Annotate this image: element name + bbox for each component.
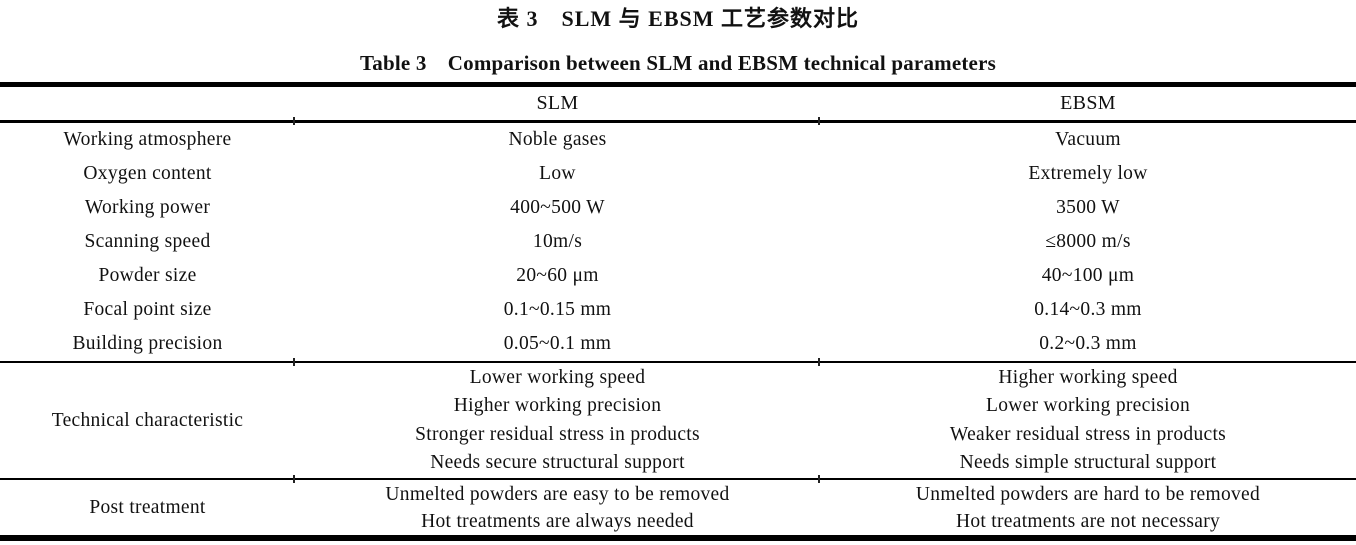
- slm-line: Lower working speed: [469, 366, 646, 388]
- slm-line: Stronger residual stress in products: [415, 423, 700, 445]
- slm-line: Higher working precision: [453, 395, 662, 416]
- header-slm: SLM: [536, 92, 579, 114]
- column-separator-tick: [293, 117, 295, 125]
- table-rule-mid-2: [0, 475, 1356, 483]
- slm-value: Lower working speed Higher working preci…: [295, 364, 820, 478]
- ebsm-value: Extremely low: [1028, 163, 1148, 184]
- slm-line: Needs secure structural support: [430, 452, 685, 473]
- row-label: Post treatment: [89, 496, 206, 518]
- slm-value: 0.05~0.1 mm: [503, 333, 612, 354]
- slm-line: Hot treatments are always needed: [421, 510, 694, 532]
- ebsm-value: ≤8000 m/s: [1045, 231, 1131, 252]
- row-label: Working power: [84, 197, 211, 218]
- table-row: Working power 400~500 W 3500 W: [0, 191, 1356, 225]
- slm-value: Noble gases: [508, 129, 607, 150]
- column-separator-tick: [293, 475, 295, 483]
- row-label: Scanning speed: [84, 231, 211, 252]
- ebsm-line: Weaker residual stress in products: [949, 423, 1227, 445]
- row-label: Working atmosphere: [63, 129, 232, 150]
- table-row: Building precision 0.05~0.1 mm 0.2~0.3 m…: [0, 327, 1356, 361]
- row-label: Focal point size: [83, 299, 212, 320]
- header-ebsm: EBSM: [1060, 92, 1116, 114]
- table-row: Powder size 20~60 μm 40~100 μm: [0, 259, 1356, 293]
- slm-value: 0.1~0.15 mm: [503, 299, 612, 320]
- ebsm-value: 0.2~0.3 mm: [1039, 333, 1137, 354]
- table-row-post-treatment: Post treatment Unmelted powders are easy…: [0, 480, 1356, 535]
- table-header-row: SLM EBSM: [0, 87, 1356, 120]
- slm-value: 10m/s: [532, 231, 583, 252]
- ebsm-value: 3500 W: [1056, 197, 1120, 218]
- table-title-zh: 表 3 SLM 与 EBSM 工艺参数对比: [496, 6, 860, 31]
- ebsm-line: Hot treatments are not necessary: [955, 510, 1221, 532]
- table-row: Focal point size 0.1~0.15 mm 0.14~0.3 mm: [0, 293, 1356, 327]
- column-separator-tick: [818, 117, 820, 125]
- ebsm-value: Unmelted powders are hard to be removed …: [820, 481, 1356, 535]
- table-rule-mid-1: [0, 358, 1356, 366]
- slm-value: Unmelted powders are easy to be removed …: [295, 481, 820, 535]
- ebsm-value: 40~100 μm: [1041, 265, 1135, 286]
- ebsm-line: Higher working speed: [998, 366, 1178, 388]
- ebsm-line: Lower working precision: [985, 395, 1190, 416]
- table-title-en: Table 3 Comparison between SLM and EBSM …: [360, 51, 996, 75]
- ebsm-value: Higher working speed Lower working preci…: [820, 364, 1356, 478]
- slm-value: Low: [539, 163, 576, 184]
- table-rule-top: [0, 82, 1356, 87]
- ebsm-line: Unmelted powders are hard to be removed: [915, 483, 1261, 505]
- table-row: Working atmosphere Noble gases Vacuum: [0, 123, 1356, 157]
- slm-value: 20~60 μm: [516, 265, 599, 286]
- ebsm-value: Vacuum: [1055, 129, 1121, 150]
- row-label: Powder size: [98, 265, 197, 286]
- column-separator-tick: [818, 475, 820, 483]
- column-separator-tick: [293, 358, 295, 366]
- table-row-technical-characteristic: Technical characteristic Lower working s…: [0, 363, 1356, 478]
- row-label: Oxygen content: [83, 163, 212, 184]
- slm-value: 400~500 W: [510, 197, 605, 218]
- ebsm-line: Needs simple structural support: [959, 452, 1217, 473]
- table-row: Oxygen content Low Extremely low: [0, 157, 1356, 191]
- row-label: Technical characteristic: [51, 409, 244, 431]
- ebsm-value: 0.14~0.3 mm: [1034, 299, 1142, 320]
- table-row: Scanning speed 10m/s ≤8000 m/s: [0, 225, 1356, 259]
- slm-line: Unmelted powders are easy to be removed: [385, 483, 730, 505]
- table-rule-bottom: [0, 535, 1356, 541]
- column-separator-tick: [818, 358, 820, 366]
- table-rule-header: [0, 117, 1356, 125]
- row-label: Building precision: [72, 333, 223, 354]
